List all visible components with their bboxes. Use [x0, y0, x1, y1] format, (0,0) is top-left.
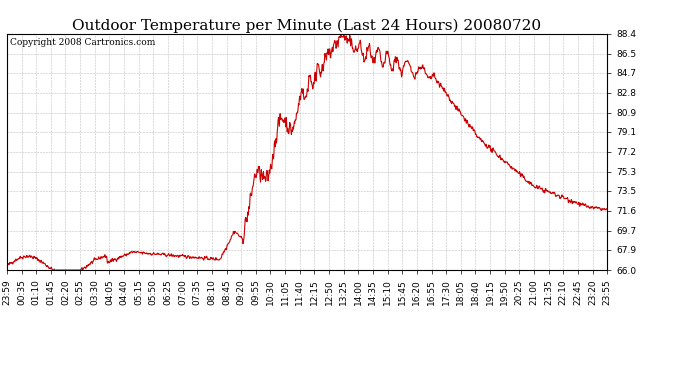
Title: Outdoor Temperature per Minute (Last 24 Hours) 20080720: Outdoor Temperature per Minute (Last 24 … — [72, 18, 542, 33]
Text: Copyright 2008 Cartronics.com: Copyright 2008 Cartronics.com — [10, 39, 155, 48]
